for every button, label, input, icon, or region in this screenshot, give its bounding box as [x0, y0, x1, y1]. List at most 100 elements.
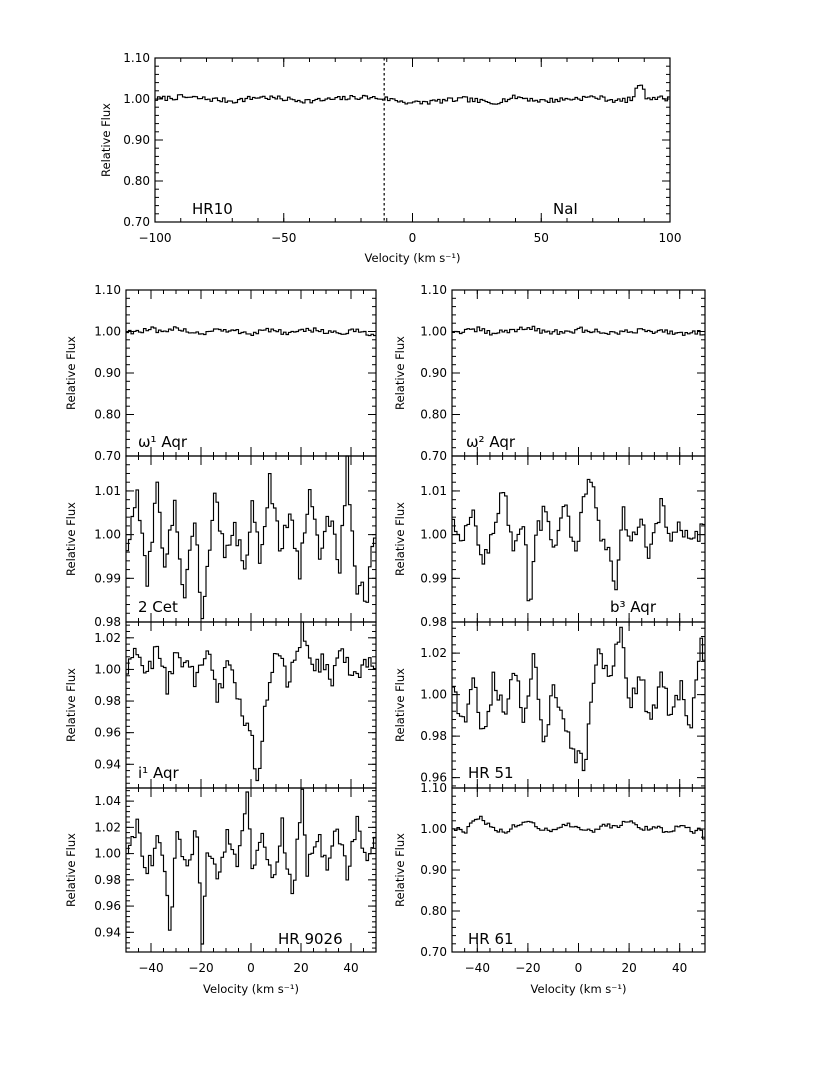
- panel-label: b³ Aqr: [610, 598, 657, 616]
- spectrum-line: [452, 815, 705, 840]
- spectrum-line: [452, 478, 705, 602]
- panel-hr10: 0.70 0.80 0.90 1.00 1.10 −100 −50 0 50 100 Relativ…: [99, 51, 681, 265]
- y-tick-label: 0.94: [94, 925, 121, 939]
- y-tick-label: 1.10: [94, 283, 121, 297]
- y-tick-label: 1.10: [420, 283, 447, 297]
- panel-label: i¹ Aqr: [138, 764, 179, 782]
- y-tick-label: 0.70: [420, 449, 447, 463]
- x-tick-label: −50: [271, 231, 296, 245]
- y-tick-label: 0.98: [420, 615, 447, 629]
- y-tick-label: 1.01: [94, 484, 121, 498]
- spectrum-line: [452, 626, 705, 772]
- y-tick-label: 0.99: [420, 571, 447, 585]
- y-tick-label: 0.90: [420, 863, 447, 877]
- y-axis-title: Relative Flux: [393, 668, 407, 742]
- y-tick-label: 0.94: [94, 757, 121, 771]
- x-tick-label: −40: [465, 961, 490, 975]
- y-tick-label: 1.00: [123, 92, 150, 106]
- panel-omega2-aqr: 0.70 0.80 0.90 1.00 1.10 Relative Flux ω² Aqr: [393, 283, 706, 463]
- panel-omega1-aqr: 0.70 0.80 0.90 1.00 1.10 Relative Flux ω¹ Aqr: [64, 283, 377, 463]
- plot-frame: [125, 289, 377, 457]
- panel-label: HR 9026: [278, 930, 343, 948]
- x-tick-label: −100: [139, 231, 172, 245]
- y-tick-label: 1.02: [420, 646, 447, 660]
- y-tick-label: 0.90: [94, 366, 121, 380]
- x-axis-title: Velocity (km s⁻¹): [203, 982, 299, 996]
- y-tick-label: 1.01: [420, 484, 447, 498]
- y-tick-label: 0.90: [123, 133, 150, 147]
- panel-hr-51: 0.96 0.98 1.00 1.02 Relative Flux HR 51: [393, 621, 706, 789]
- plot-frame: [154, 57, 671, 223]
- y-tick-label: 0.80: [123, 174, 150, 188]
- y-tick-label: 0.98: [94, 615, 121, 629]
- y-tick-label: 0.98: [94, 694, 121, 708]
- y-tick-label: 1.00: [94, 662, 121, 676]
- panel-label: HR 61: [468, 930, 514, 948]
- y-tick-label: 0.98: [420, 729, 447, 743]
- spectrum-line: [452, 325, 705, 336]
- x-axis-title: Velocity (km s⁻¹): [365, 251, 461, 265]
- y-tick-label: 0.70: [123, 215, 150, 229]
- x-tick-label: 20: [621, 961, 636, 975]
- y-axis-title: Relative Flux: [393, 336, 407, 410]
- panel-label: HR10: [192, 200, 233, 218]
- y-axis-title: Relative Flux: [99, 103, 113, 177]
- x-tick-label: 40: [343, 961, 358, 975]
- spectrum-line: [126, 788, 376, 945]
- y-tick-label: 1.00: [420, 325, 447, 339]
- plot-frame: [451, 289, 706, 457]
- y-tick-label: 1.10: [123, 51, 150, 65]
- y-tick-label: 1.00: [94, 528, 121, 542]
- y-tick-label: 1.04: [94, 794, 121, 808]
- y-tick-label: 1.00: [420, 528, 447, 542]
- plot-frame: [451, 787, 706, 953]
- panel-b3-aqr: 0.98 0.99 1.00 1.01 Relative Flux b³ Aqr: [393, 455, 706, 629]
- y-tick-label: 0.96: [94, 726, 121, 740]
- y-axis-title: Relative Flux: [64, 336, 78, 410]
- spectrum-line: [126, 621, 376, 782]
- spectrum-line: [155, 84, 670, 105]
- x-tick-label: 100: [659, 231, 682, 245]
- spectrum-line: [126, 455, 376, 620]
- panel-label: ω² Aqr: [466, 433, 516, 451]
- y-axis-title: Relative Flux: [64, 833, 78, 907]
- panel-hr-9026: 0.94 0.96 0.98 1.00 1.02 1.04 −40 −20 0 20 40 Relat…: [64, 787, 377, 996]
- panel-label: ω¹ Aqr: [138, 433, 188, 451]
- y-tick-label: 0.90: [420, 366, 447, 380]
- x-tick-label: 40: [672, 961, 687, 975]
- y-tick-label: 0.80: [420, 904, 447, 918]
- y-tick-label: 0.80: [94, 408, 121, 422]
- y-tick-label: 0.80: [420, 408, 447, 422]
- panel-label: 2 Cet: [138, 598, 178, 616]
- panel-i1-aqr: 0.94 0.96 0.98 1.00 1.02 Relative Flux i¹ Aqr: [64, 621, 377, 789]
- y-tick-label: 0.98: [94, 873, 121, 887]
- y-tick-label: 0.96: [420, 771, 447, 785]
- spectrum-line: [126, 326, 376, 337]
- y-tick-label: 1.02: [94, 631, 121, 645]
- x-axis-title: Velocity (km s⁻¹): [531, 982, 627, 996]
- panel-hr-61: 0.70 0.80 0.90 1.00 1.10 −40 −20 0 20 40 Relative …: [393, 781, 706, 996]
- y-axis-title: Relative Flux: [64, 668, 78, 742]
- y-tick-label: 0.99: [94, 571, 121, 585]
- x-tick-label: 0: [247, 961, 255, 975]
- y-tick-label: 1.00: [420, 822, 447, 836]
- x-tick-label: 20: [293, 961, 308, 975]
- y-axis-title: Relative Flux: [393, 502, 407, 576]
- y-tick-label: 1.00: [420, 688, 447, 702]
- y-axis-title: Relative Flux: [393, 833, 407, 907]
- x-tick-label: −20: [188, 961, 213, 975]
- y-tick-label: 1.00: [94, 325, 121, 339]
- x-tick-label: 0: [575, 961, 583, 975]
- x-tick-label: 50: [534, 231, 549, 245]
- x-tick-label: 0: [409, 231, 417, 245]
- x-tick-label: −20: [515, 961, 540, 975]
- panel-label: HR 51: [468, 764, 514, 782]
- y-tick-label: 1.02: [94, 820, 121, 834]
- y-tick-label: 0.96: [94, 899, 121, 913]
- y-tick-label: 0.70: [420, 945, 447, 959]
- y-axis-title: Relative Flux: [64, 502, 78, 576]
- x-tick-label: −40: [138, 961, 163, 975]
- y-tick-label: 1.10: [420, 781, 447, 795]
- panel-label-species: NaI: [553, 200, 578, 218]
